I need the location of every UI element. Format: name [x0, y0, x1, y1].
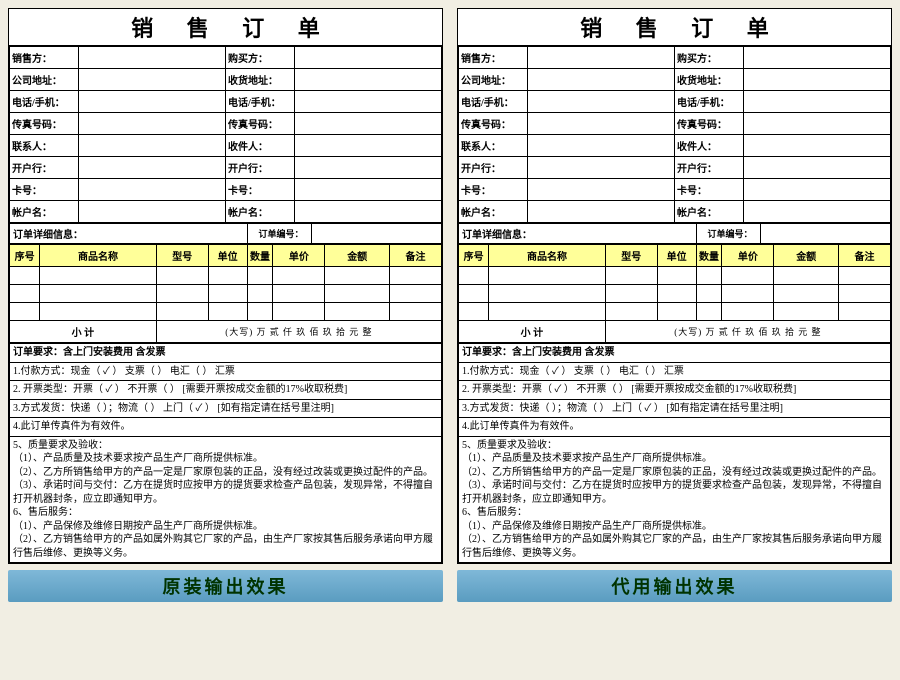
header-table: 销售方：购买方： 公司地址：收货地址： 电话/手机：电话/手机： 传真号码：传真… — [9, 46, 442, 223]
order-form-right: 销 售 订 单 销售方：购买方： 公司地址：收货地址： 电话/手机：电话/手机：… — [457, 8, 892, 564]
terms-table: 订单要求：含上门安装费用 含发票 1.付款方式：现金（ ✓ ） 支票（ ） 电汇… — [458, 343, 891, 563]
detail-header: 订单详细信息：订单编号： — [458, 223, 891, 244]
header-table: 销售方：购买方： 公司地址：收货地址： 电话/手机：电话/手机： 传真号码：传真… — [458, 46, 891, 223]
items-table: 序号商品名称 型号单位 数量单价 金额备注 小 计(大写) 万 贰 仟 玖 佰 … — [9, 244, 442, 343]
form-title: 销 售 订 单 — [458, 9, 891, 46]
form-title: 销 售 订 单 — [9, 9, 442, 46]
items-table: 序号商品名称 型号单位 数量单价 金额备注 小 计(大写) 万 贰 仟 玖 佰 … — [458, 244, 891, 343]
order-form-left: 销 售 订 单 销售方：购买方： 公司地址：收货地址： 电话/手机：电话/手机：… — [8, 8, 443, 564]
caption-left: 原装输出效果 — [8, 570, 443, 602]
terms-table: 订单要求：含上门安装费用 含发票 1.付款方式：现金（ ✓ ） 支票（ ） 电汇… — [9, 343, 442, 563]
detail-header: 订单详细信息：订单编号： — [9, 223, 442, 244]
caption-right: 代用输出效果 — [457, 570, 892, 602]
